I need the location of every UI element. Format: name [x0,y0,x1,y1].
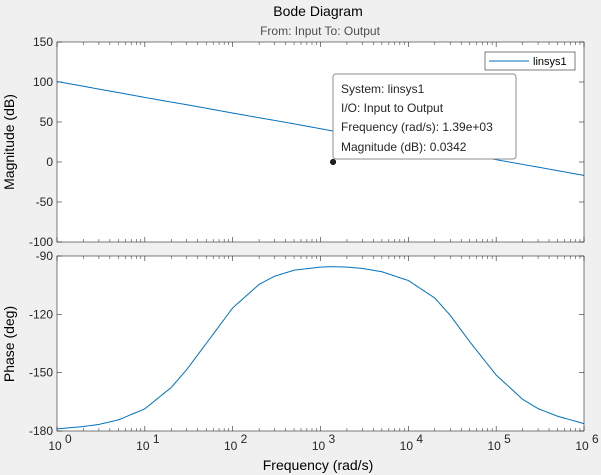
phase-y-tick-label: -90 [36,249,54,263]
chart-title: Bode Diagram [273,3,363,19]
magnitude-y-tick-label: 100 [33,75,53,89]
x-tick-label: 10 [575,439,589,453]
phase-series-line[interactable] [57,266,584,430]
magnitude-y-tick-label: 150 [33,35,53,49]
legend-entry-linsys1: linsys1 [533,56,567,68]
datatip-box [332,73,517,160]
magnitude-series-line[interactable] [57,81,584,176]
x-tick-exponent: 5 [504,432,511,446]
x-tick-label: 10 [312,439,326,453]
datatip-marker[interactable] [330,158,337,165]
x-axis-label: Frequency (rad/s) [263,457,373,473]
datatip-line-frequency: Frequency (rad/s): 1.39e+03 [341,120,493,134]
x-tick-labels: 10 0 10 1 10 2 10 3 10 4 10 5 10 6 [48,432,599,453]
magnitude-y-label: Magnitude (dB) [1,94,17,190]
magnitude-axes-box [56,41,585,243]
phase-y-tick-label: -120 [29,307,53,321]
x-tick-label: 10 [487,439,501,453]
phase-plot-area[interactable] [57,256,584,431]
magnitude-ticks: 150 100 50 0 -50 -100 [29,35,585,249]
chart-subtitle: From: Input To: Output [260,24,381,38]
datatip[interactable]: System: linsys1 I/O: Input to Output Fre… [330,73,517,165]
magnitude-y-tick-label: 0 [46,155,53,169]
magnitude-y-tick-label: -100 [29,235,53,249]
magnitude-y-tick-label: -50 [36,195,54,209]
x-tick-exponent: 0 [65,432,72,446]
x-tick-label: 10 [400,439,414,453]
datatip-line-magnitude: Magnitude (dB): 0.0342 [341,140,467,154]
phase-axes[interactable]: -90 -120 -150 -180 [29,249,585,438]
x-tick-exponent: 2 [241,432,248,446]
x-tick-exponent: 4 [416,432,423,446]
datatip-line-io: I/O: Input to Output [341,101,444,115]
x-tick-exponent: 3 [329,432,336,446]
phase-y-tick-label: -150 [29,366,53,380]
phase-y-tick-label: -180 [29,424,53,438]
magnitude-y-tick-label: 50 [40,115,54,129]
legend-box [484,51,576,71]
x-tick-label: 10 [48,439,62,453]
x-tick-label: 10 [136,439,150,453]
phase-y-label: Phase (deg) [1,306,17,382]
x-tick-exponent: 1 [153,432,160,446]
legend[interactable]: linsys1 [484,51,576,71]
phase-axes-box [56,255,585,432]
x-tick-exponent: 6 [592,432,599,446]
x-tick-label: 10 [224,439,238,453]
datatip-line-system: System: linsys1 [341,82,425,96]
